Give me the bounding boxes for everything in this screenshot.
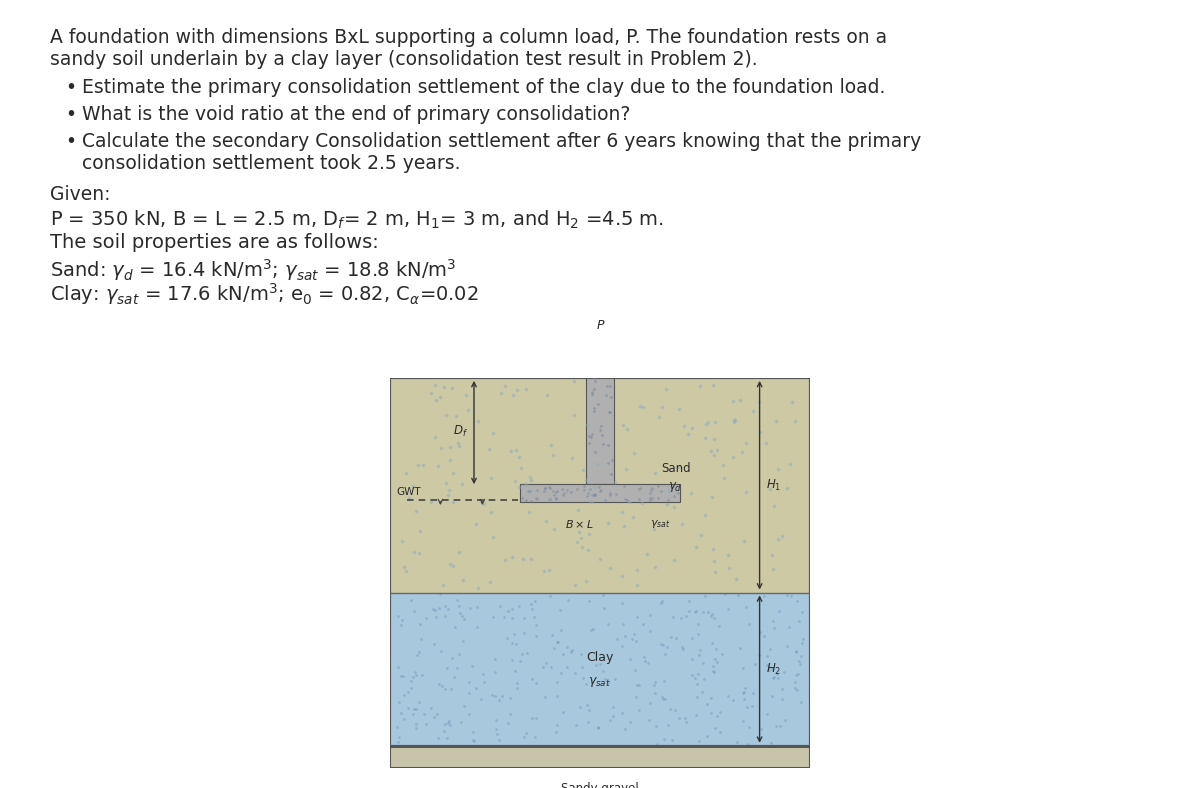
Text: $H_1$: $H_1$ — [766, 478, 781, 492]
Text: Sand: Sand — [661, 462, 690, 475]
Text: •: • — [65, 105, 76, 124]
Text: $H_2$: $H_2$ — [766, 662, 781, 677]
Bar — [587, 367, 613, 485]
Text: $B \times L$: $B \times L$ — [564, 518, 594, 530]
Text: sandy soil underlain by a clay layer (consolidation test result in Problem 2).: sandy soil underlain by a clay layer (co… — [50, 50, 757, 69]
Text: Clay: Clay — [587, 652, 613, 664]
Text: The soil properties are as follows:: The soil properties are as follows: — [50, 233, 379, 252]
Text: Calculate the secondary Consolidation settlement after 6 years knowing that the : Calculate the secondary Consolidation se… — [82, 132, 922, 151]
Text: Sandy gravel: Sandy gravel — [562, 782, 638, 788]
Bar — [390, 378, 810, 593]
Text: $D_f$: $D_f$ — [452, 424, 468, 439]
Text: •: • — [65, 132, 76, 151]
Text: What is the void ratio at the end of primary consolidation?: What is the void ratio at the end of pri… — [82, 105, 630, 124]
Text: $\gamma_{sat}$: $\gamma_{sat}$ — [588, 675, 612, 689]
Text: GWT: GWT — [396, 487, 421, 497]
Text: P = 350 kN, B = L = 2.5 m, D$_f$= 2 m, H$_1$= 3 m, and H$_2$ =4.5 m.: P = 350 kN, B = L = 2.5 m, D$_f$= 2 m, H… — [50, 209, 664, 232]
Bar — [390, 593, 810, 745]
Text: •: • — [65, 78, 76, 97]
Text: A foundation with dimensions BxL supporting a column load, P. The foundation res: A foundation with dimensions BxL support… — [50, 28, 887, 47]
Text: P: P — [596, 319, 604, 332]
Text: consolidation settlement took 2.5 years.: consolidation settlement took 2.5 years. — [82, 154, 461, 173]
Bar — [521, 485, 680, 503]
Text: Sand: $\gamma_d$ = 16.4 kN/m$^3$; $\gamma_{sat}$ = 18.8 kN/m$^3$: Sand: $\gamma_d$ = 16.4 kN/m$^3$; $\gamm… — [50, 257, 456, 283]
Text: $\gamma_{sat}$: $\gamma_{sat}$ — [650, 518, 671, 530]
Text: $\gamma_d$: $\gamma_d$ — [668, 480, 683, 493]
Bar — [390, 745, 810, 768]
Text: Given:: Given: — [50, 185, 110, 204]
Text: Clay: $\gamma_{sat}$ = 17.6 kN/m$^3$; e$_0$ = 0.82, C$_\alpha$=0.02: Clay: $\gamma_{sat}$ = 17.6 kN/m$^3$; e$… — [50, 281, 479, 307]
Text: Estimate the primary consolidation settlement of the clay due to the foundation : Estimate the primary consolidation settl… — [82, 78, 886, 97]
